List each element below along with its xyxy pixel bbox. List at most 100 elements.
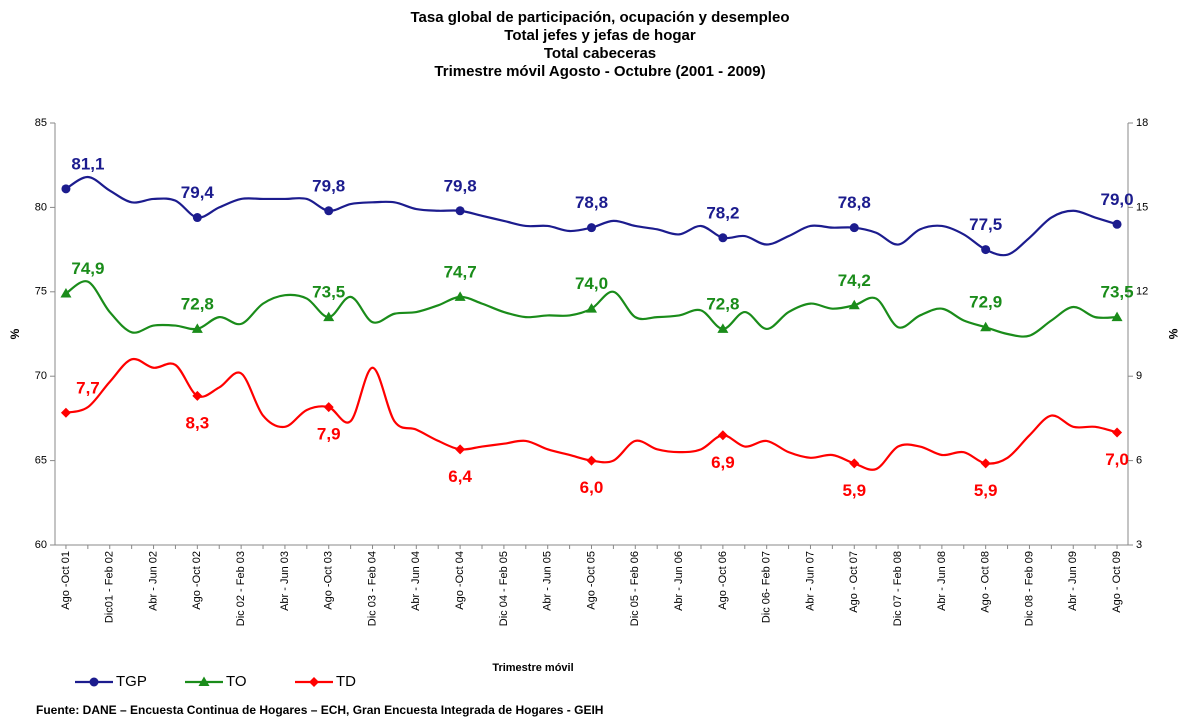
- data-label: 5,9: [974, 481, 998, 500]
- data-label: 7,9: [317, 425, 341, 444]
- data-label: 77,5: [969, 215, 1002, 234]
- x-tick-label: Ago -Oct 06: [717, 551, 729, 610]
- data-label: 78,2: [706, 203, 739, 222]
- y-tick-label: 65: [35, 455, 47, 467]
- data-point: [1112, 219, 1122, 229]
- x-tick-label: Ago -Oct 04: [454, 551, 466, 610]
- x-tick-label: Abr - Jun 09: [1067, 551, 1079, 611]
- data-label: 7,0: [1105, 450, 1129, 469]
- y2-axis-label: %: [1166, 329, 1179, 340]
- y-tick-label: 75: [35, 286, 47, 298]
- data-point: [323, 402, 334, 413]
- data-point: [455, 444, 466, 455]
- data-label: 74,0: [575, 274, 608, 293]
- data-point: [192, 213, 202, 223]
- x-tick-label: Abr - Jun 08: [936, 551, 948, 611]
- data-label: 72,9: [969, 293, 1002, 312]
- y-tick-label: 85: [35, 117, 47, 129]
- x-tick-label: Dic 06- Feb 07: [761, 551, 773, 623]
- y-tick-label: 60: [35, 539, 47, 551]
- data-label: 73,5: [1101, 283, 1134, 302]
- x-tick-label: Dic 08 - Feb 09: [1023, 551, 1035, 626]
- chart-title: Trimestre móvil Agosto - Octubre (2001 -…: [434, 63, 765, 80]
- x-tick-label: Dic 03 - Feb 04: [366, 551, 378, 626]
- x-tick-label: Abr - Jun 04: [410, 551, 422, 611]
- data-label: 72,8: [181, 294, 214, 313]
- data-label: 74,2: [838, 271, 871, 290]
- data-point: [587, 223, 596, 233]
- data-label: 74,7: [444, 262, 477, 281]
- data-label: 6,0: [580, 478, 604, 497]
- x-tick-label: Abr - Jun 03: [279, 551, 291, 611]
- data-label: 7,7: [76, 378, 100, 397]
- data-point: [980, 458, 991, 469]
- legend-marker: [198, 676, 210, 686]
- x-tick-label: Ago - Oct 08: [980, 551, 992, 613]
- data-point: [849, 223, 859, 233]
- source-note: Fuente: DANE – Encuesta Continua de Hoga…: [36, 703, 603, 717]
- data-label: 73,5: [312, 283, 345, 302]
- data-label: 6,4: [448, 467, 472, 486]
- data-point: [980, 321, 992, 332]
- data-label: 5,9: [842, 481, 866, 500]
- chart-title: Total jefes y jefas de hogar: [504, 27, 696, 44]
- data-label: 8,3: [186, 413, 210, 432]
- data-point: [981, 245, 991, 255]
- data-point: [849, 458, 860, 469]
- x-axis-label: Trimestre móvil: [492, 662, 573, 674]
- x-tick-label: Dic 02 - Feb 03: [235, 551, 247, 626]
- x-tick-label: Ago -Oct 01: [60, 551, 72, 610]
- chart-title: Tasa global de participación, ocupación …: [411, 9, 790, 26]
- data-point: [718, 233, 728, 243]
- y-tick-label: 80: [35, 201, 47, 213]
- legend-label: TO: [226, 673, 247, 690]
- data-label: 72,8: [706, 294, 739, 313]
- legend-marker: [89, 677, 99, 687]
- data-label: 78,8: [575, 193, 608, 212]
- legend-label: TD: [336, 673, 356, 690]
- chart-title: Total cabeceras: [544, 45, 656, 62]
- data-label: 79,0: [1101, 190, 1134, 209]
- x-tick-label: Ago -Oct 05: [585, 551, 597, 610]
- data-point: [848, 299, 860, 310]
- data-point: [1112, 427, 1123, 438]
- y2-tick-label: 15: [1136, 201, 1148, 213]
- data-point: [717, 323, 729, 333]
- y-tick-label: 70: [35, 370, 47, 382]
- x-tick-label: Abr - Jun 06: [673, 551, 685, 611]
- data-label: 79,8: [312, 176, 345, 195]
- data-point: [454, 291, 466, 301]
- y2-tick-label: 9: [1136, 370, 1142, 382]
- data-point: [586, 455, 597, 466]
- data-point: [1111, 311, 1123, 322]
- data-point: [60, 287, 72, 298]
- x-tick-label: Abr - Jun 05: [542, 551, 554, 611]
- data-point: [191, 323, 203, 333]
- x-tick-label: Ago - Oct 07: [848, 551, 860, 613]
- x-tick-label: Abr - Jun 02: [147, 551, 159, 611]
- y2-tick-label: 3: [1136, 539, 1142, 551]
- x-tick-label: Dic 04 - Feb 05: [498, 551, 510, 626]
- data-point: [323, 311, 335, 322]
- data-point: [717, 430, 728, 441]
- series-line: [65, 175, 1118, 257]
- data-label: 74,9: [71, 259, 104, 278]
- x-tick-label: Abr - Jun 07: [804, 551, 816, 611]
- data-label: 81,1: [71, 154, 104, 173]
- data-point: [455, 206, 465, 216]
- y2-tick-label: 12: [1136, 286, 1148, 298]
- y-axis-label: %: [8, 328, 22, 339]
- data-point: [192, 390, 203, 401]
- data-label: 78,8: [838, 193, 871, 212]
- data-label: 79,4: [181, 183, 215, 202]
- series-line: [65, 357, 1118, 471]
- x-tick-label: Dic 05 - Feb 06: [629, 551, 641, 626]
- data-point: [586, 303, 597, 313]
- y2-tick-label: 6: [1136, 455, 1142, 467]
- x-tick-label: Ago -Oct 03: [323, 551, 335, 610]
- x-tick-label: Ago - Oct 09: [1111, 551, 1123, 613]
- data-label: 79,8: [444, 176, 477, 195]
- x-tick-label: Dic01 - Feb 02: [104, 551, 116, 623]
- legend-marker: [309, 677, 319, 687]
